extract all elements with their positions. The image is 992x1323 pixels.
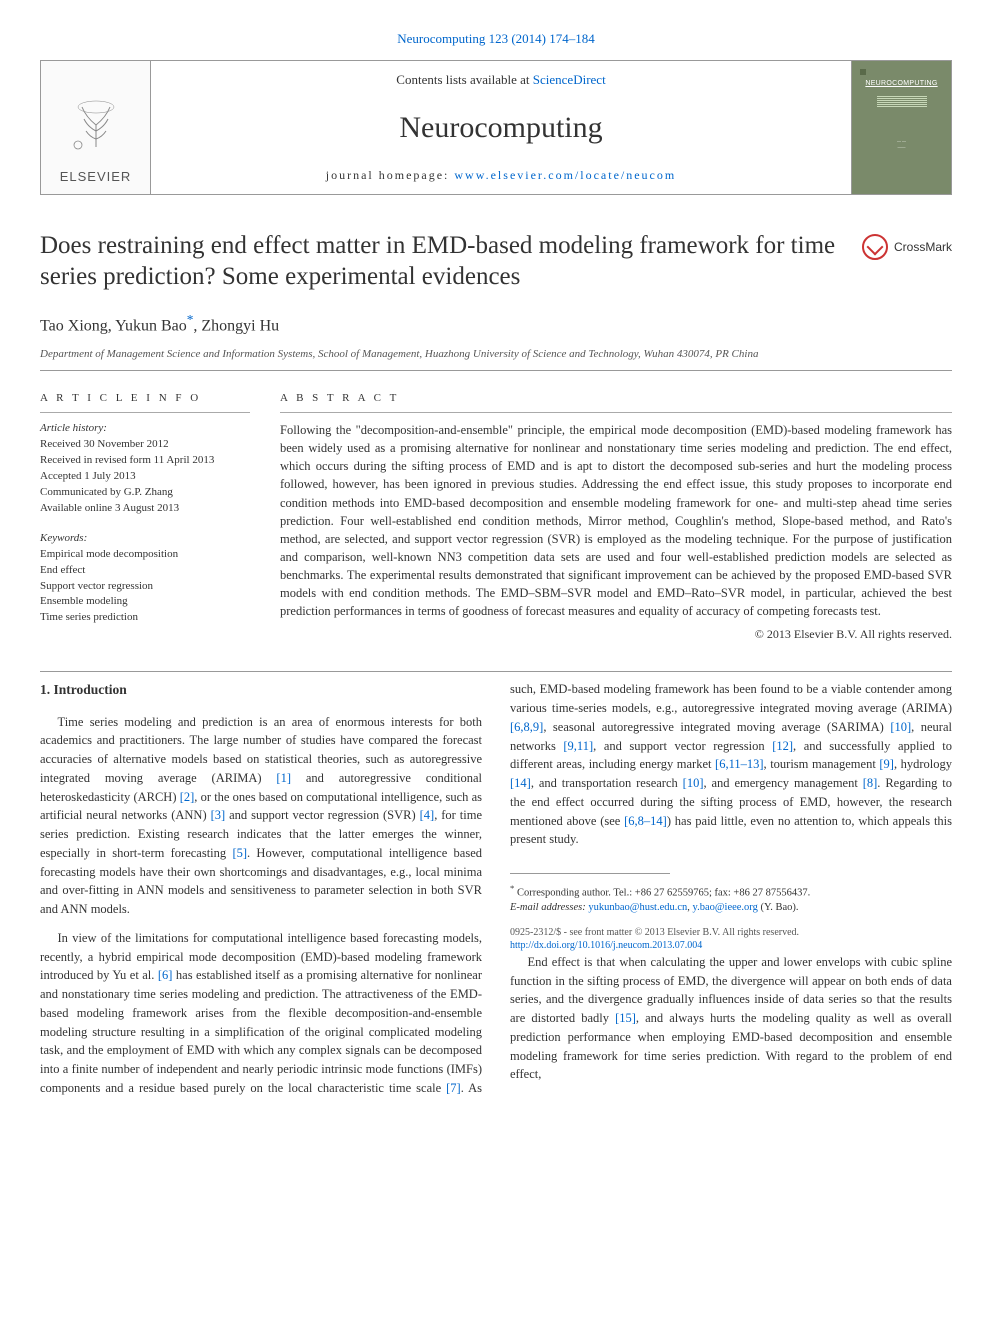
citation-link[interactable]: [14] [510,776,531,790]
journal-citation-link[interactable]: Neurocomputing 123 (2014) 174–184 [397,31,595,46]
keyword: Support vector regression [40,579,250,595]
doi-link[interactable]: http://dx.doi.org/10.1016/j.neucom.2013.… [510,940,702,951]
citation-link[interactable]: [9,11] [563,739,593,753]
paragraph: Time series modeling and prediction is a… [40,713,482,919]
citation-link[interactable]: [15] [615,1011,636,1025]
publication-info: 0925-2312/$ - see front matter © 2013 El… [510,926,952,953]
revised-date: Received in revised form 11 April 2013 [40,453,250,469]
contents-prefix: Contents lists available at [396,72,532,87]
citation-link[interactable]: [12] [772,739,793,753]
publisher-name: ELSEVIER [60,168,132,186]
communicated-by: Communicated by G.P. Zhang [40,485,250,501]
keyword: Empirical mode decomposition [40,547,250,563]
email-link[interactable]: yukunbao@hust.edu.cn [588,902,687,913]
citation-link[interactable]: [9] [879,757,894,771]
citation-link[interactable]: [3] [211,808,226,822]
elsevier-tree-icon [61,92,131,162]
email-link[interactable]: y.bao@ieee.org [693,902,758,913]
footnote-text: Corresponding author. Tel.: +86 27 62559… [514,888,810,899]
journal-name: Neurocomputing [171,107,831,149]
contents-lists-line: Contents lists available at ScienceDirec… [171,71,831,89]
article-info-column: A R T I C L E I N F O Article history: R… [40,391,250,644]
citation-link[interactable]: [10] [890,720,911,734]
citation-link[interactable]: [10] [683,776,704,790]
publisher-logo: ELSEVIER [41,61,151,194]
journal-homepage-line: journal homepage: www.elsevier.com/locat… [171,167,831,184]
body-text: 1. Introduction Time series modeling and… [40,680,952,1097]
abstract-column: A B S T R A C T Following the "decomposi… [280,391,952,644]
citation-link[interactable]: [6] [158,968,173,982]
email-label: E-mail addresses: [510,902,588,913]
crossmark-badge[interactable]: CrossMark [862,230,952,260]
citation-link[interactable]: [2] [180,790,195,804]
corresponding-footnote: * Corresponding author. Tel.: +86 27 625… [510,882,952,916]
affiliation: Department of Management Science and Inf… [40,347,952,361]
abstract-text: Following the "decomposition-and-ensembl… [280,421,952,620]
keywords-label: Keywords: [40,531,250,547]
homepage-link[interactable]: www.elsevier.com/locate/neucom [454,168,676,182]
paragraph: End effect is that when calculating the … [510,953,952,1084]
citation-link[interactable]: [4] [420,808,435,822]
article-info-heading: A R T I C L E I N F O [40,391,250,406]
citation-link[interactable]: [6,8–14] [624,814,667,828]
crossmark-icon [862,234,888,260]
header-center: Contents lists available at ScienceDirec… [151,61,851,194]
citation-link[interactable]: [6,11–13] [715,757,764,771]
front-matter-line: 0925-2312/$ - see front matter © 2013 El… [510,926,952,940]
authors-part2: , Zhongyi Hu [193,317,279,334]
homepage-prefix: journal homepage: [326,168,455,182]
journal-citation: Neurocomputing 123 (2014) 174–184 [40,30,952,48]
sciencedirect-link[interactable]: ScienceDirect [533,72,606,87]
keyword: Time series prediction [40,610,250,626]
accepted-date: Accepted 1 July 2013 [40,469,250,485]
section-heading: 1. Introduction [40,680,482,700]
citation-link[interactable]: [5] [232,846,247,860]
cover-title: NEUROCOMPUTING [865,79,937,89]
journal-header: ELSEVIER Contents lists available at Sci… [40,60,952,195]
citation-link[interactable]: [8] [863,776,878,790]
abstract-copyright: © 2013 Elsevier B.V. All rights reserved… [280,626,952,643]
authors-line: Tao Xiong, Yukun Bao*, Zhongyi Hu [40,311,952,338]
authors-part1: Tao Xiong, Yukun Bao [40,317,187,334]
keyword: End effect [40,563,250,579]
history-label: Article history: [40,421,250,437]
citation-link[interactable]: [6,8,9] [510,720,543,734]
crossmark-label: CrossMark [894,239,952,256]
citation-link[interactable]: [7] [446,1081,461,1095]
received-date: Received 30 November 2012 [40,437,250,453]
online-date: Available online 3 August 2013 [40,501,250,517]
citation-link[interactable]: [1] [276,771,291,785]
paper-title: Does restraining end effect matter in EM… [40,230,844,293]
journal-cover-thumbnail: NEUROCOMPUTING — ——— [851,61,951,194]
keyword: Ensemble modeling [40,594,250,610]
abstract-heading: A B S T R A C T [280,391,952,406]
